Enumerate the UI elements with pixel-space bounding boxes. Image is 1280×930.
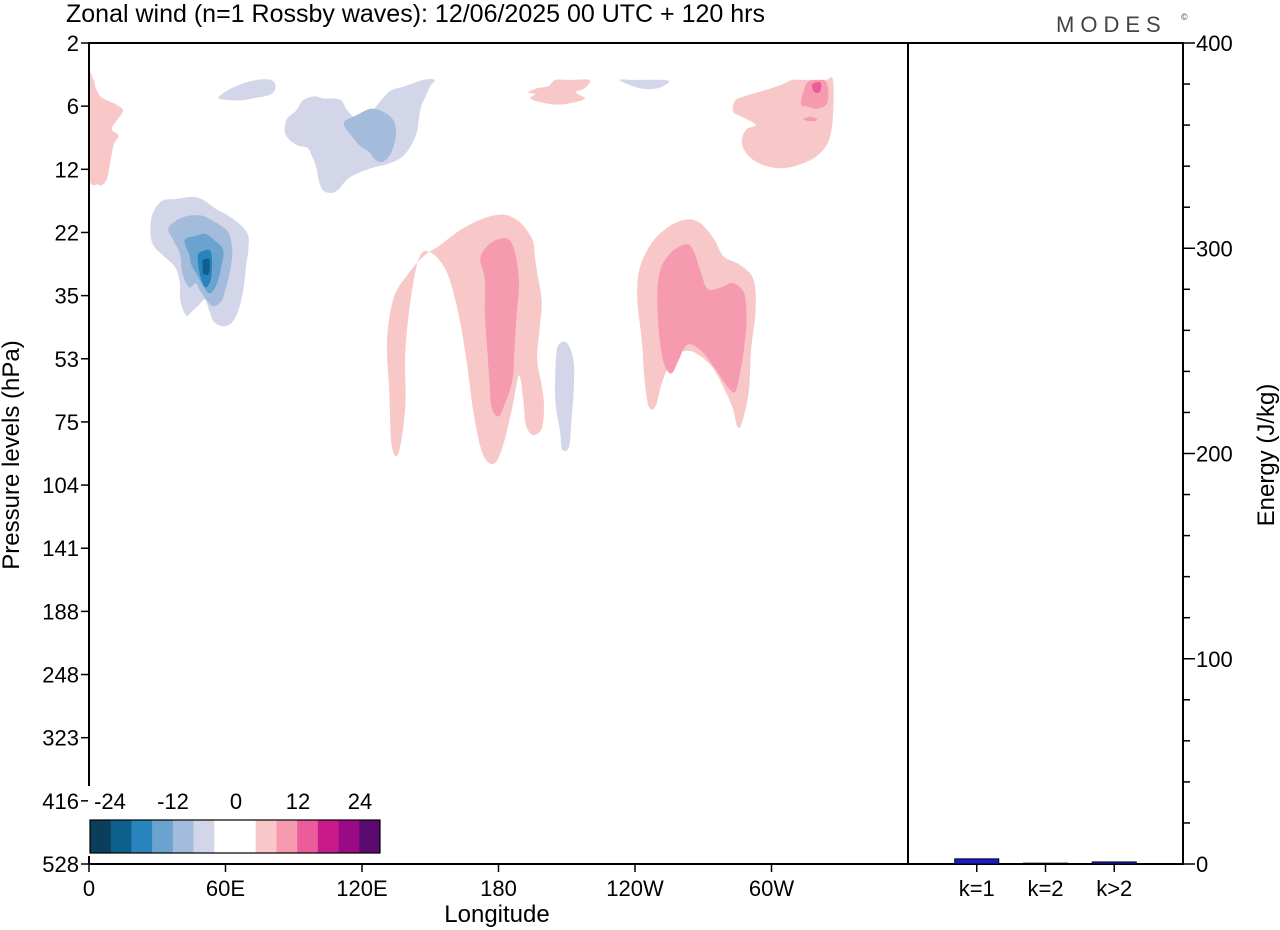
colorbar-swatch <box>276 820 298 853</box>
longitude-tick-label: 60W <box>749 876 794 901</box>
energy-tick-label: 200 <box>1196 442 1233 467</box>
energy-category-label: k=1 <box>959 876 995 901</box>
colorbar-swatch <box>110 820 132 853</box>
energy-tick-label: 100 <box>1196 647 1233 672</box>
colorbar-swatch <box>193 820 215 853</box>
energy-tick-label: 0 <box>1196 852 1208 877</box>
contour-strat-ridge-top <box>528 79 591 105</box>
colorbar-swatch <box>152 820 174 853</box>
longitude-tick-label: 60E <box>206 876 245 901</box>
pressure-tick-label: 104 <box>42 473 79 498</box>
contour-strat-top-right <box>619 79 670 90</box>
y-axis-label: Pressure levels (hPa) <box>0 340 25 569</box>
colorbar-swatch <box>172 820 194 853</box>
colorbar-swatch <box>338 820 360 853</box>
contour-ridge-180 <box>386 214 544 465</box>
modes-logo-mark: © <box>1181 12 1188 22</box>
longitude-axis: 0 60E 120E 180 120W 60W <box>83 864 794 901</box>
pressure-tick-label: 35 <box>55 284 79 309</box>
longitude-tick-label: 0 <box>83 876 95 901</box>
pressure-tick-label: 528 <box>42 852 79 877</box>
modes-logo: MODES © <box>1056 12 1188 37</box>
energy-tick-label: 400 <box>1196 31 1233 56</box>
contour-field <box>89 72 834 465</box>
pressure-tick-label: 323 <box>42 726 79 751</box>
pressure-tick-label: 248 <box>42 663 79 688</box>
colorbar-swatch <box>214 820 236 853</box>
colorbar-swatch <box>297 820 319 853</box>
longitude-tick-label: 180 <box>480 876 517 901</box>
contour-strat-ridge-dot <box>803 116 818 122</box>
contour-strat-ridge-peak <box>811 81 822 93</box>
pressure-tick-label: 12 <box>55 157 79 182</box>
pressure-tick-label: 6 <box>67 94 79 119</box>
chart-title: Zonal wind (n=1 Rossby waves): 12/06/202… <box>66 0 765 28</box>
contour-strat-ridge-left <box>89 72 124 186</box>
x-axis-label: Longitude <box>444 901 549 928</box>
contour-strat-jet-core <box>343 108 397 163</box>
colorbar-swatch <box>90 820 112 853</box>
colorbar-swatch <box>359 820 381 853</box>
modes-logo-text: MODES <box>1056 12 1167 37</box>
colorbar-label: -12 <box>157 789 189 814</box>
pressure-tick-label: 188 <box>42 599 79 624</box>
contour-west-trough-core <box>202 258 210 275</box>
energy-axis-label: Energy (J/kg) <box>1253 384 1280 527</box>
contour-ridge-60W-core <box>657 244 747 393</box>
energy-category-label: k=2 <box>1027 876 1063 901</box>
energy-bar-k=1 <box>954 858 1000 865</box>
energy-tick-label: 300 <box>1196 236 1233 261</box>
pressure-tick-label: 75 <box>55 410 79 435</box>
contour-thin-trough <box>554 341 575 452</box>
colorbar-label: 24 <box>348 789 372 814</box>
energy-plot-frame <box>907 42 1184 865</box>
energy-category-label: k>2 <box>1096 876 1132 901</box>
contour-strat-ridge-core <box>800 79 829 109</box>
contour-ridge-180-core <box>480 237 519 417</box>
colorbar-swatch <box>317 820 339 853</box>
pressure-tick-label: 2 <box>67 31 79 56</box>
energy-axis: 0 100 200 300 400 <box>1183 31 1233 877</box>
pressure-tick-label: 141 <box>42 536 79 561</box>
pressure-tick-label: 416 <box>42 789 79 814</box>
longitude-tick-label: 120E <box>336 876 387 901</box>
colorbar: -24 -12 0 12 24 <box>88 786 384 856</box>
energy-bars: k=1 k=2 k>2 <box>954 858 1137 901</box>
colorbar-label: 0 <box>230 789 242 814</box>
energy-bar-k=2 <box>1023 862 1068 865</box>
colorbar-swatch <box>131 820 153 853</box>
contour-strat-trough-small <box>218 79 276 101</box>
colorbar-label: -24 <box>94 789 126 814</box>
colorbar-frame <box>89 819 381 854</box>
pressure-tick-label: 53 <box>55 347 79 372</box>
colorbar-swatch <box>235 820 257 853</box>
energy-bar-k>2 <box>1091 861 1137 865</box>
pressure-tick-label: 22 <box>55 220 79 245</box>
longitude-tick-label: 120W <box>606 876 664 901</box>
pressure-axis: 2 6 12 22 35 53 75 104 141 188 248 323 416 528 <box>42 31 89 877</box>
colorbar-label: 12 <box>286 789 310 814</box>
colorbar-swatch <box>255 820 277 853</box>
